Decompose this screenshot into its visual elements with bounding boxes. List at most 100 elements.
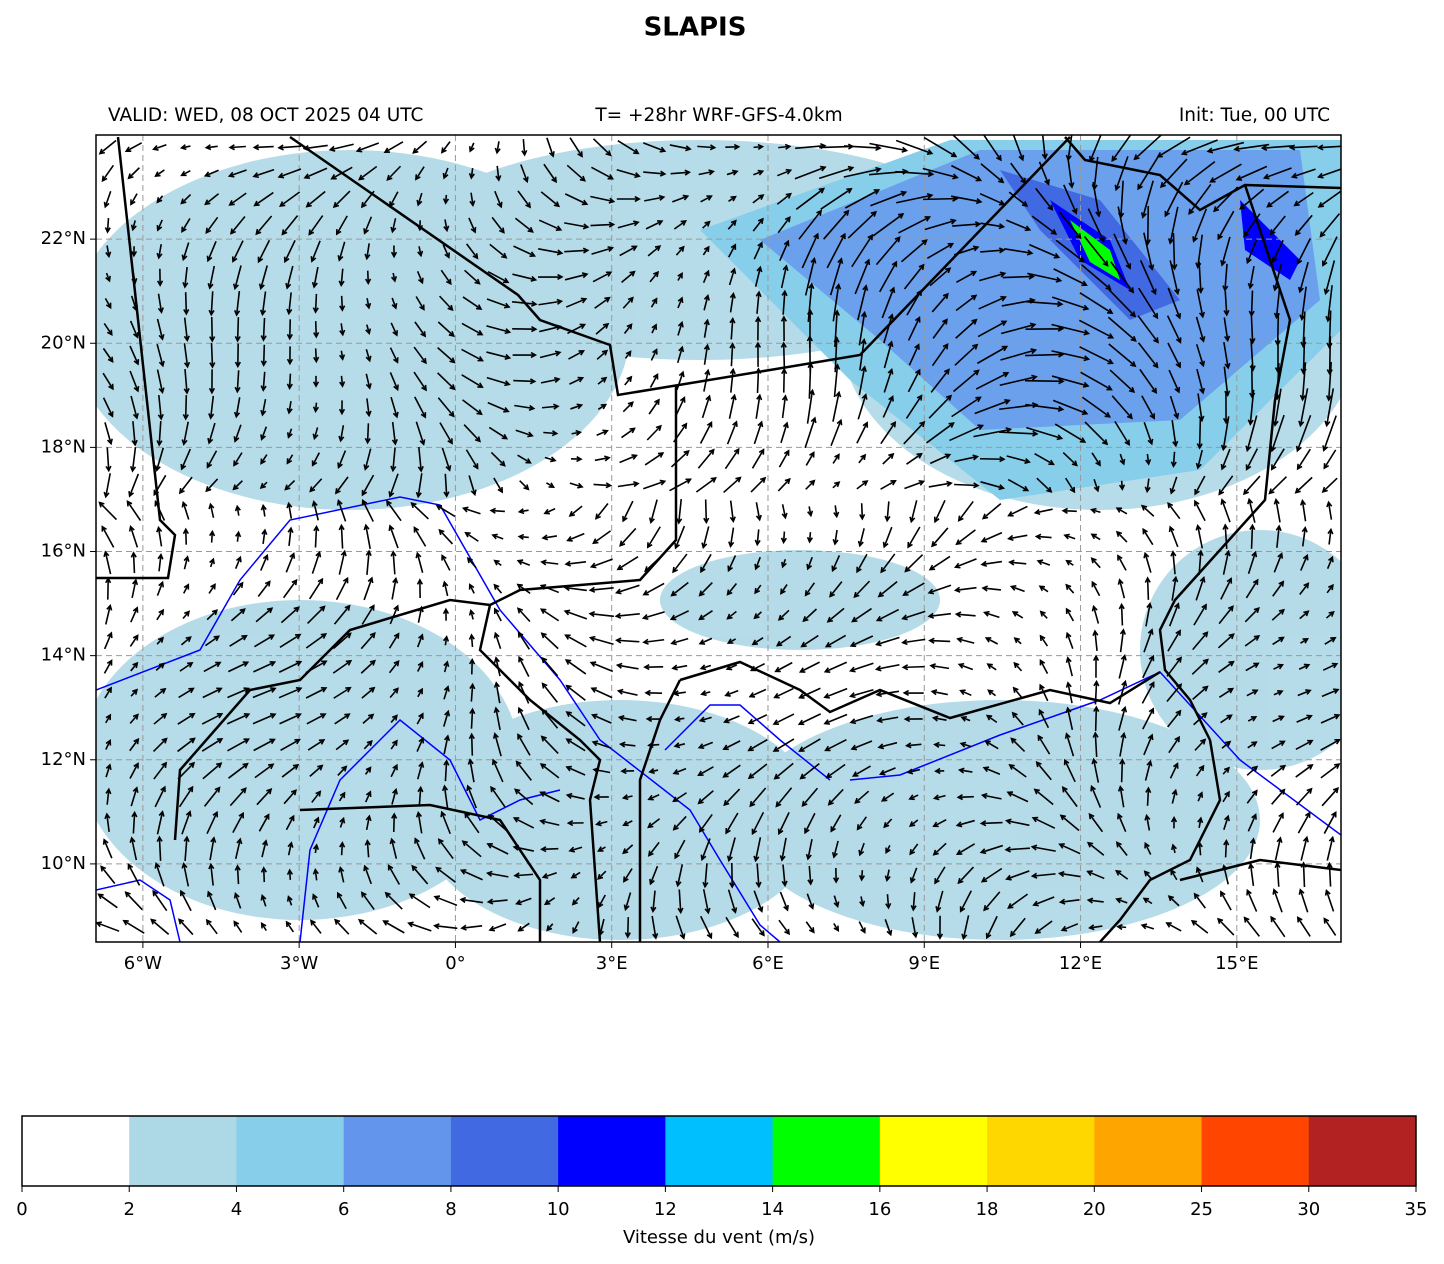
wind-arrow bbox=[1051, 323, 1091, 336]
wind-arrow bbox=[517, 454, 532, 464]
wind-arrow bbox=[1171, 420, 1179, 448]
wind-arrow bbox=[546, 923, 554, 932]
wind-arrow bbox=[702, 863, 709, 889]
wind-arrow bbox=[493, 706, 501, 731]
wind-arrow bbox=[624, 375, 633, 386]
wind-arrow bbox=[1168, 369, 1181, 394]
wind-arrow bbox=[516, 607, 531, 623]
wind-arrow bbox=[416, 578, 424, 599]
wind-arrow bbox=[539, 584, 560, 594]
wind-arrow bbox=[260, 454, 268, 465]
wind-arrow bbox=[1156, 136, 1191, 158]
wind-arrow bbox=[1118, 653, 1127, 679]
wind-arrow bbox=[517, 631, 531, 650]
wind-arrow bbox=[96, 921, 120, 932]
wind-arrow bbox=[416, 220, 424, 232]
wind-arrow bbox=[389, 837, 398, 859]
wind-arrow bbox=[105, 272, 111, 283]
wind-arrow bbox=[253, 738, 276, 752]
wind-arrow bbox=[1143, 870, 1152, 880]
wind-arrow bbox=[779, 239, 790, 261]
wind-arrow bbox=[153, 712, 168, 725]
wind-arrow bbox=[103, 659, 113, 674]
wind-arrow bbox=[209, 343, 216, 369]
wind-arrow bbox=[468, 583, 475, 594]
wind-arrow bbox=[1324, 388, 1335, 428]
wind-arrow bbox=[673, 422, 688, 443]
wind-arrow bbox=[981, 502, 1002, 520]
wind-arrow bbox=[1209, 163, 1242, 183]
wind-arrow bbox=[287, 526, 294, 546]
wind-arrow bbox=[1190, 919, 1209, 934]
wind-arrow bbox=[697, 766, 714, 776]
wind-arrow bbox=[517, 190, 532, 209]
wind-arrow bbox=[417, 446, 424, 473]
wind-arrow bbox=[980, 792, 1002, 800]
wind-arrow bbox=[843, 166, 882, 178]
wind-arrow bbox=[957, 866, 975, 885]
wind-arrow bbox=[1079, 346, 1114, 365]
wind-arrow bbox=[843, 144, 882, 151]
subtitle-center: T= +28hr WRF-GFS-4.0km bbox=[594, 105, 842, 126]
wind-arrow bbox=[540, 376, 561, 384]
wind-arrow bbox=[726, 638, 737, 644]
wind-arrow bbox=[898, 216, 932, 234]
wind-arrow bbox=[1030, 872, 1056, 879]
wind-arrow bbox=[597, 403, 608, 411]
wind-arrow bbox=[615, 584, 640, 595]
wind-arrow bbox=[332, 190, 351, 209]
wind-arrow bbox=[823, 687, 848, 699]
wind-arrow bbox=[644, 689, 663, 696]
wind-arrow bbox=[104, 603, 113, 625]
wind-arrow bbox=[129, 836, 138, 861]
wind-arrow bbox=[358, 918, 378, 935]
colorbar-segment bbox=[879, 1116, 988, 1186]
wind-arrow bbox=[901, 664, 925, 671]
wind-arrow bbox=[564, 193, 589, 206]
wind-arrow bbox=[360, 632, 376, 650]
wind-arrow bbox=[1133, 135, 1162, 161]
wind-arrow bbox=[1091, 580, 1101, 597]
wind-arrow bbox=[563, 585, 587, 592]
wind-arrow bbox=[672, 690, 686, 697]
wind-arrow bbox=[201, 713, 224, 725]
wind-arrow bbox=[644, 194, 666, 202]
wind-arrow bbox=[203, 786, 221, 807]
wind-arrow bbox=[232, 480, 243, 491]
wind-arrow bbox=[1274, 836, 1283, 861]
wind-arrow bbox=[723, 715, 740, 724]
wind-arrow bbox=[806, 532, 814, 544]
wind-arrow bbox=[908, 343, 920, 366]
wind-arrow bbox=[881, 286, 896, 319]
wind-arrow bbox=[302, 144, 328, 152]
wind-arrow bbox=[1243, 916, 1261, 937]
wind-arrow bbox=[491, 216, 505, 234]
wind-arrow bbox=[1028, 243, 1061, 259]
wind-arrow bbox=[415, 473, 423, 499]
wind-arrow bbox=[177, 712, 196, 725]
wind-arrow bbox=[129, 634, 139, 647]
wind-arrow bbox=[517, 533, 529, 541]
wind-arrow bbox=[338, 791, 346, 802]
wind-arrow bbox=[772, 738, 795, 752]
wind-arrow bbox=[208, 502, 215, 518]
wind-arrow bbox=[1196, 368, 1206, 395]
wind-arrow bbox=[1325, 610, 1335, 619]
wind-arrow bbox=[284, 479, 296, 491]
wind-arrow bbox=[980, 560, 1003, 567]
wind-arrow bbox=[493, 681, 501, 704]
wind-arrow bbox=[1274, 363, 1281, 401]
wind-arrow bbox=[777, 477, 791, 492]
wind-arrow bbox=[1326, 861, 1333, 887]
wind-arrow bbox=[417, 246, 424, 258]
wind-arrow bbox=[1168, 206, 1179, 245]
wind-arrow bbox=[1194, 475, 1206, 496]
wind-arrow bbox=[698, 581, 713, 597]
wind-arrow bbox=[1170, 868, 1178, 881]
wind-arrow bbox=[156, 636, 165, 645]
wind-arrow bbox=[463, 424, 482, 443]
wind-arrow bbox=[539, 350, 562, 359]
wind-arrow bbox=[832, 282, 842, 322]
colorbar-tick-label: 8 bbox=[445, 1199, 456, 1220]
wind-arrow bbox=[305, 633, 328, 649]
